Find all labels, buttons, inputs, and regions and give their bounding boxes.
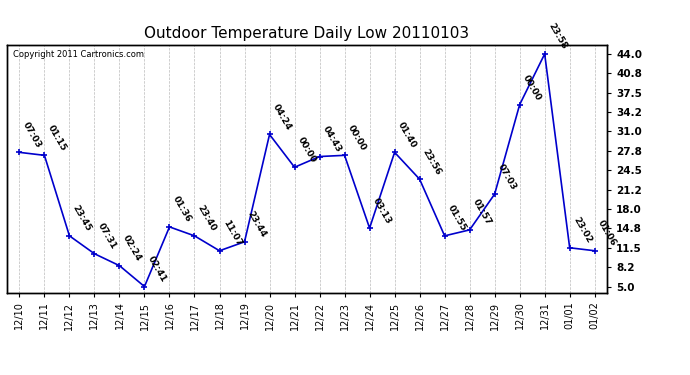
Text: 02:24: 02:24	[121, 234, 143, 263]
Text: 07:03: 07:03	[496, 162, 518, 191]
Text: 01:57: 01:57	[471, 198, 493, 227]
Text: 02:41: 02:41	[146, 255, 168, 284]
Text: 01:15: 01:15	[46, 123, 68, 153]
Text: 07:31: 07:31	[96, 222, 118, 251]
Text: 00:00: 00:00	[346, 124, 368, 153]
Text: 03:13: 03:13	[371, 196, 393, 225]
Text: 11:07: 11:07	[221, 219, 243, 248]
Text: 23:45: 23:45	[71, 204, 93, 233]
Text: Copyright 2011 Cartronics.com: Copyright 2011 Cartronics.com	[13, 50, 144, 59]
Text: 23:02: 23:02	[571, 216, 593, 245]
Text: 23:56: 23:56	[421, 147, 443, 176]
Text: 01:06: 01:06	[596, 219, 618, 248]
Text: 04:43: 04:43	[321, 124, 343, 154]
Text: 04:24: 04:24	[271, 102, 293, 132]
Title: Outdoor Temperature Daily Low 20110103: Outdoor Temperature Daily Low 20110103	[144, 26, 470, 41]
Text: 00:00: 00:00	[521, 73, 543, 102]
Text: 23:58: 23:58	[546, 22, 568, 51]
Text: 23:40: 23:40	[196, 204, 218, 233]
Text: 01:55: 01:55	[446, 204, 468, 233]
Text: 01:36: 01:36	[171, 195, 193, 224]
Text: 00:00: 00:00	[296, 136, 318, 165]
Text: 23:44: 23:44	[246, 210, 268, 239]
Text: 01:40: 01:40	[396, 120, 418, 150]
Text: 07:03: 07:03	[21, 120, 43, 150]
